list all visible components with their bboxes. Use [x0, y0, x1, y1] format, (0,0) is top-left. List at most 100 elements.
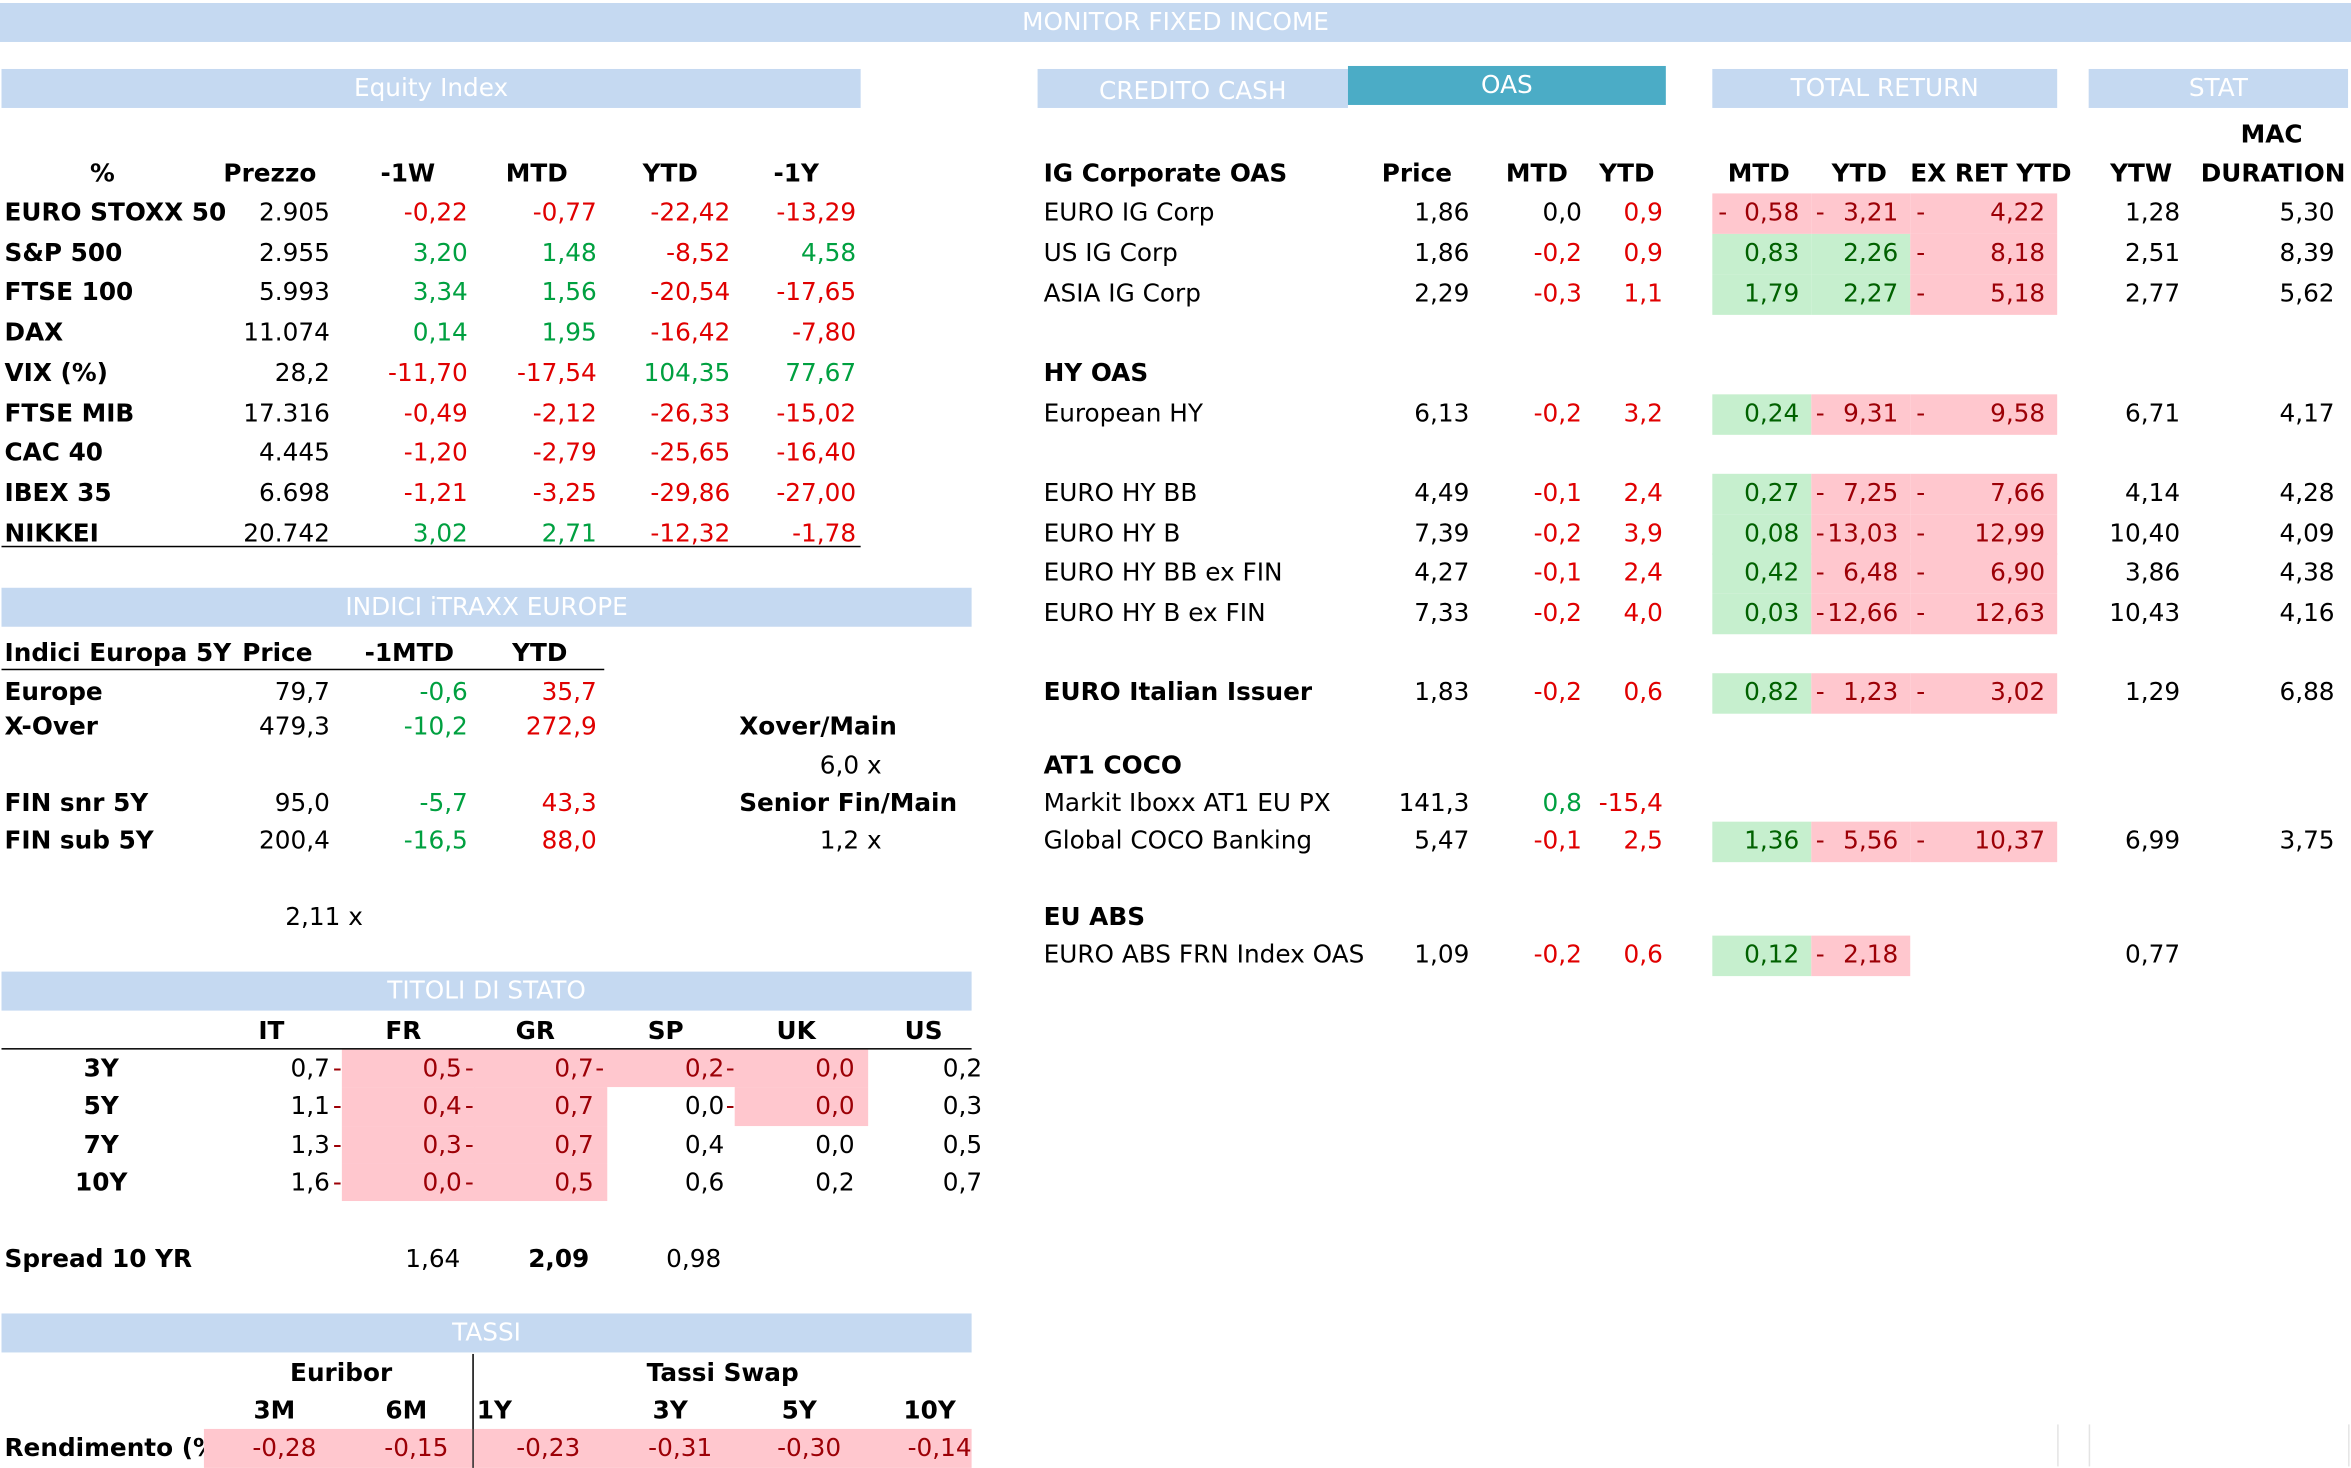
stat-duration: 5,30	[2279, 197, 2335, 227]
stato-yield: 0,7	[290, 1054, 330, 1083]
tr-negative-cell	[1712, 193, 1812, 234]
tr-dash: -	[1916, 677, 1926, 707]
stato-negative-cell	[734, 1049, 869, 1088]
credito-name: European HY	[1043, 398, 1204, 428]
equity-header: Equity Index	[1, 68, 861, 108]
tr-negative-cell	[1910, 473, 2058, 514]
equity-col-header: YTD	[642, 158, 698, 188]
tr-positive-cell	[1712, 394, 1812, 435]
equity-col-header: Prezzo	[223, 158, 317, 188]
itraxx-col-header: Price	[242, 638, 313, 668]
tr-negative-cell	[1811, 821, 1911, 862]
equity-change: -27,00	[776, 478, 857, 507]
stato-col-header: UK	[776, 1016, 816, 1046]
equity-change: 3,34	[412, 277, 468, 307]
tr-mtd: 0,12	[1744, 940, 1800, 969]
stat-duration: 3,75	[2279, 826, 2335, 855]
credito-price: 2,29	[1414, 278, 1470, 308]
equity-change: -11,70	[388, 358, 468, 387]
stato-yield: 0,5	[422, 1054, 462, 1083]
credito-name: EURO HY B	[1043, 518, 1181, 548]
grid-line	[2348, 1424, 2350, 1467]
credito-oas-mtd: -0,2	[1533, 598, 1582, 627]
tr-mtd: 1,36	[1744, 826, 1800, 855]
ratio-value: 2,11 x	[285, 902, 363, 932]
stato-yield: 0,3	[422, 1129, 462, 1159]
stato-yield: 0,0	[422, 1167, 462, 1197]
tr-dash: -	[1815, 940, 1825, 969]
credito-name: US IG Corp	[1043, 238, 1178, 267]
credito-oas-ytd: 0,9	[1623, 238, 1663, 267]
stato-col-header: US	[904, 1016, 943, 1046]
stat-duration: 5,62	[2279, 278, 2335, 308]
equity-change: -3,25	[532, 478, 597, 507]
spread-gr: 2,09	[528, 1244, 590, 1273]
tr-positive-cell	[1712, 514, 1812, 555]
equity-price: 28,2	[274, 358, 330, 387]
credito-oas-ytd: 0,6	[1623, 940, 1663, 969]
tr-ex-ret: 6,90	[1990, 557, 2046, 587]
itraxx-mtd: -0,6	[419, 677, 468, 707]
mac-label: MAC	[2240, 119, 2303, 149]
tr-mtd: 1,79	[1744, 278, 1800, 308]
credito-oas-mtd: -0,1	[1533, 557, 1582, 587]
tr-negative-cell	[1811, 514, 1911, 555]
equity-change: -1,78	[792, 518, 857, 547]
tassi-row-label: Rendimento (%)	[4, 1433, 230, 1462]
tr-negative-cell	[1811, 553, 1911, 594]
itraxx-name: FIN snr 5Y	[4, 788, 149, 818]
stat-ytw: 2,51	[2125, 238, 2181, 267]
equity-change: 2,71	[541, 518, 597, 547]
itraxx-ytd: 43,3	[541, 788, 597, 818]
tassi-col-header: 5Y	[781, 1395, 817, 1425]
credito-price: 1,09	[1414, 940, 1470, 969]
stat-duration: 4,09	[2279, 518, 2335, 548]
credito-oas-ytd: 3,2	[1623, 398, 1663, 428]
credito-col-header: YTD	[1831, 158, 1887, 188]
tassi-value: -0,15	[384, 1433, 449, 1462]
equity-change: -16,42	[650, 318, 731, 347]
credito-price: 5,47	[1414, 826, 1470, 855]
equity-index-name: VIX (%)	[4, 358, 108, 387]
tr-positive-cell	[1712, 593, 1812, 634]
tr-ex-ret: 8,18	[1990, 238, 2046, 267]
credito-price: 6,13	[1414, 398, 1470, 428]
tassi-col-header: 3Y	[652, 1395, 688, 1425]
credito-oas-mtd: -0,1	[1533, 826, 1582, 855]
credito-name: EURO IG Corp	[1043, 197, 1215, 227]
stat-ytw: 6,99	[2125, 826, 2181, 855]
tr-dash: -	[1815, 518, 1825, 548]
stat-ytw: 0,77	[2125, 940, 2181, 969]
stato-col-header: FR	[385, 1016, 422, 1046]
credito-name: EURO HY BB ex FIN	[1043, 557, 1283, 587]
credito-section-title: EU ABS	[1043, 902, 1146, 932]
stato-dash: -	[464, 1092, 474, 1121]
itraxx-header: INDICI iTRAXX EUROPE	[1, 587, 972, 627]
tassi-divider	[472, 1353, 474, 1468]
credito-col-header: IG Corporate OAS	[1043, 158, 1288, 188]
stato-negative-cell	[341, 1087, 476, 1126]
tr-ytd: 2,18	[1843, 940, 1899, 969]
equity-change: -29,86	[650, 478, 731, 507]
stato-header-border	[1, 1048, 972, 1050]
tr-positive-cell	[1811, 233, 1911, 274]
equity-price: 2.905	[259, 197, 330, 227]
stato-dash: -	[725, 1092, 735, 1121]
credito-name: ASIA IG Corp	[1043, 278, 1201, 308]
stat-duration: 8,39	[2279, 238, 2335, 267]
stat-duration: 6,88	[2279, 677, 2335, 707]
equity-change: -25,65	[650, 438, 731, 467]
grid-line	[2057, 1424, 2059, 1467]
credito-cash-header: CREDITO CASH	[1037, 68, 1348, 108]
stato-yield: 0,7	[554, 1092, 594, 1121]
credito-oas-mtd: 0,8	[1542, 788, 1582, 818]
credito-oas-ytd: 2,5	[1623, 826, 1663, 855]
credito-price: 1,83	[1414, 677, 1470, 707]
stato-yield: 0,0	[815, 1129, 855, 1159]
stat-header: STAT	[2088, 68, 2349, 108]
credito-oas-mtd: -0,2	[1533, 518, 1582, 548]
tr-ytd: 12,66	[1827, 598, 1899, 627]
credito-price: 141,3	[1398, 788, 1470, 818]
equity-change: -17,54	[516, 358, 597, 387]
